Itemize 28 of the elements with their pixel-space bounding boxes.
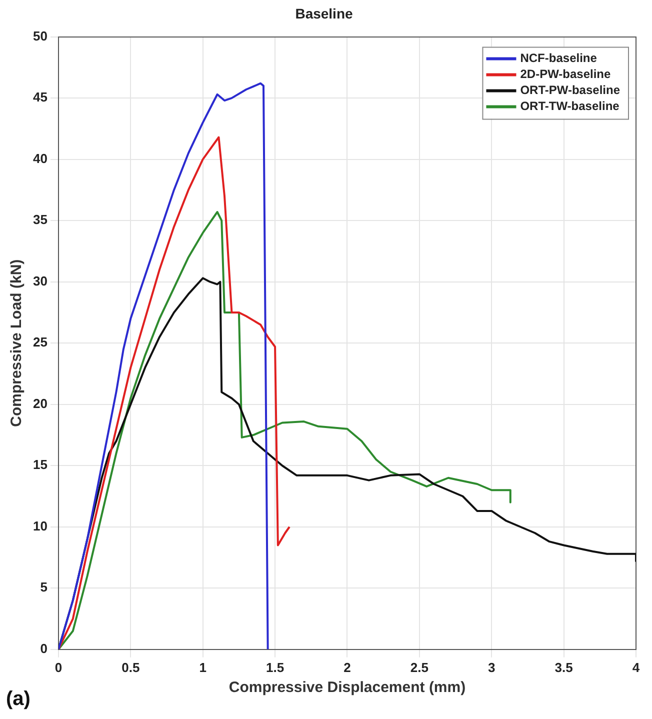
x-tick-label: 2.5: [410, 660, 428, 675]
x-tick-label: 1.5: [266, 660, 284, 675]
y-tick-label: 0: [40, 640, 48, 656]
x-tick-label: 0: [54, 660, 62, 675]
y-tick-label: 5: [40, 580, 48, 595]
legend-label: 2D-PW-baseline: [520, 67, 611, 82]
legend-label: ORT-PW-baseline: [520, 83, 620, 98]
x-tick-label: 4: [632, 660, 640, 675]
y-tick-label: 30: [32, 273, 48, 288]
chart-title: Baseline: [295, 5, 354, 22]
legend-label: NCF-baseline: [520, 51, 598, 66]
x-axis-title: Compressive Displacement (mm): [228, 679, 466, 696]
y-tick-label: 15: [32, 457, 48, 472]
y-tick-label: 45: [32, 90, 48, 105]
y-tick-label: 50: [32, 28, 48, 44]
y-tick-label: 25: [32, 334, 48, 350]
y-tick-label: 35: [32, 212, 48, 228]
y-tick-label: 20: [32, 396, 48, 411]
x-tick-label: 0.5: [122, 660, 140, 675]
x-tick-label: 2: [344, 660, 351, 675]
y-tick-label: 40: [32, 150, 48, 166]
legend-label: ORT-TW-baseline: [520, 99, 620, 114]
y-axis-title: Compressive Load (kN): [8, 259, 26, 427]
x-tick-label: 1: [199, 660, 206, 675]
x-tick-label: 3.5: [554, 660, 573, 675]
text: (a): [6, 688, 30, 711]
y-tick-label: 10: [32, 518, 48, 534]
x-tick-label: 3: [488, 660, 496, 675]
